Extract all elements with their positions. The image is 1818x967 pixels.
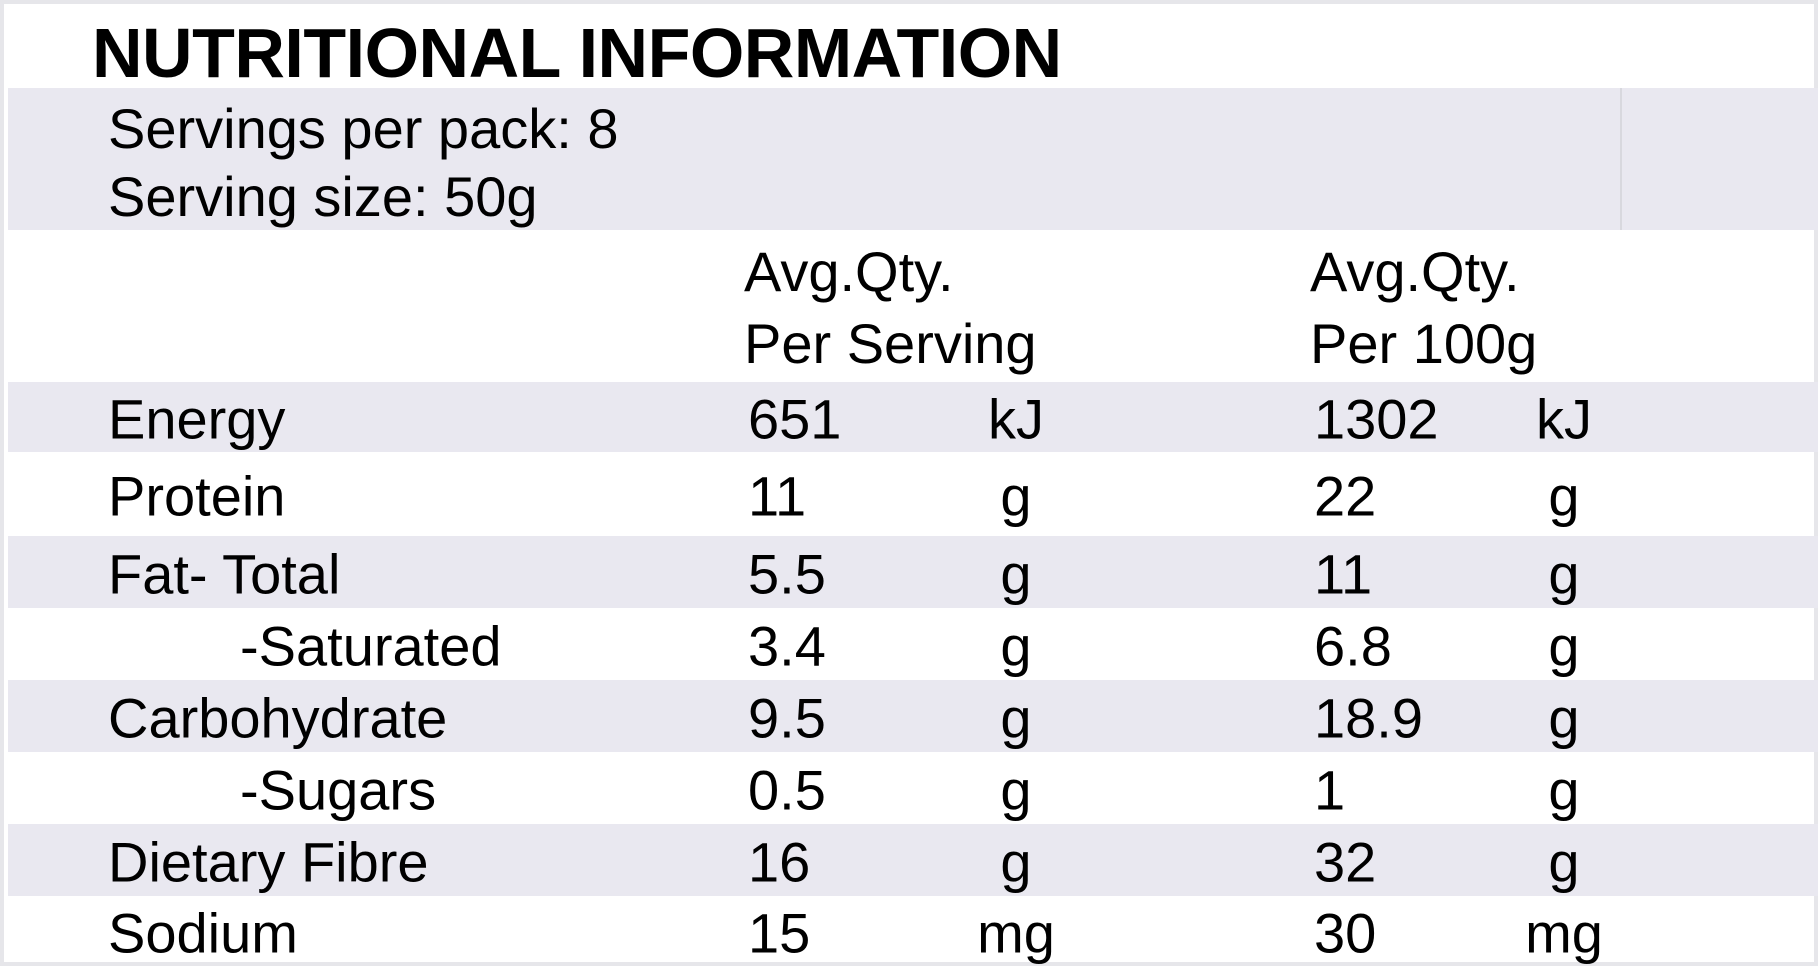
nutrient-row: Sodium 15 mg 30 mg xyxy=(8,896,1818,966)
per-100g-unit: kJ xyxy=(1536,387,1592,451)
per-serving-value: 16 xyxy=(748,830,811,894)
per-serving-value: 5.5 xyxy=(748,542,826,606)
nutrient-row: -Sugars 0.5 g 1 g xyxy=(8,752,1818,824)
per-serving-value: 11 xyxy=(748,464,807,528)
per-100g-unit: g xyxy=(1548,758,1580,822)
per-serving-unit: kJ xyxy=(988,387,1044,451)
per-100g-value: 30 xyxy=(1314,901,1377,965)
per-100g-value: 1302 xyxy=(1314,387,1439,451)
nutrient-row: Protein 11 g 22 g xyxy=(8,452,1818,536)
per-100g-value: 18.9 xyxy=(1314,686,1423,750)
band-divider xyxy=(1620,88,1622,230)
nutrient-name: Sodium xyxy=(108,901,298,965)
panel-title: NUTRITIONAL INFORMATION xyxy=(92,14,1062,92)
column-header-per-serving-line2: Per Serving xyxy=(744,312,1037,375)
per-serving-value: 15 xyxy=(748,901,811,965)
per-serving-unit: g xyxy=(1000,686,1032,750)
nutrient-name: Energy xyxy=(108,387,286,451)
per-100g-value: 6.8 xyxy=(1314,614,1392,678)
per-100g-value: 1 xyxy=(1314,758,1346,822)
per-100g-value: 22 xyxy=(1314,464,1377,528)
nutrient-row: Dietary Fibre 16 g 32 g xyxy=(8,824,1818,896)
nutrient-name: Protein xyxy=(108,464,286,528)
per-serving-value: 651 xyxy=(748,387,842,451)
per-serving-unit: g xyxy=(1000,542,1032,606)
per-100g-unit: g xyxy=(1548,686,1580,750)
column-header-per-serving-line1: Avg.Qty. xyxy=(744,240,954,303)
nutrient-row: Fat- Total 5.5 g 11 g xyxy=(8,536,1818,608)
per-serving-value: 0.5 xyxy=(748,758,826,822)
per-100g-unit: g xyxy=(1548,830,1580,894)
column-header-per-100g-line2: Per 100g xyxy=(1310,312,1538,375)
per-100g-value: 11 xyxy=(1314,542,1373,606)
nutrient-name: Carbohydrate xyxy=(108,686,448,750)
serving-info-band xyxy=(8,88,1818,230)
nutrient-name: Dietary Fibre xyxy=(108,830,429,894)
per-100g-unit: g xyxy=(1548,542,1580,606)
nutrient-row: -Saturated 3.4 g 6.8 g xyxy=(8,608,1818,680)
per-serving-unit: g xyxy=(1000,464,1032,528)
per-100g-unit: g xyxy=(1548,464,1580,528)
nutrient-name: -Sugars xyxy=(240,758,437,822)
nutrient-row: Carbohydrate 9.5 g 18.9 g xyxy=(8,680,1818,752)
per-serving-unit: g xyxy=(1000,614,1032,678)
per-100g-unit: mg xyxy=(1525,901,1603,965)
servings-per-pack: Servings per pack: 8 xyxy=(108,97,619,160)
nutrient-name: Fat- Total xyxy=(108,542,341,606)
per-serving-unit: g xyxy=(1000,830,1032,894)
per-serving-unit: g xyxy=(1000,758,1032,822)
per-serving-unit: mg xyxy=(977,901,1055,965)
per-100g-unit: g xyxy=(1548,614,1580,678)
per-serving-value: 9.5 xyxy=(748,686,826,750)
serving-size: Serving size: 50g xyxy=(108,165,538,228)
per-serving-value: 3.4 xyxy=(748,614,826,678)
nutrient-row: Energy 651 kJ 1302 kJ xyxy=(8,382,1818,452)
nutrient-name: -Saturated xyxy=(240,614,502,678)
per-100g-value: 32 xyxy=(1314,830,1377,894)
column-header-per-100g-line1: Avg.Qty. xyxy=(1310,240,1520,303)
